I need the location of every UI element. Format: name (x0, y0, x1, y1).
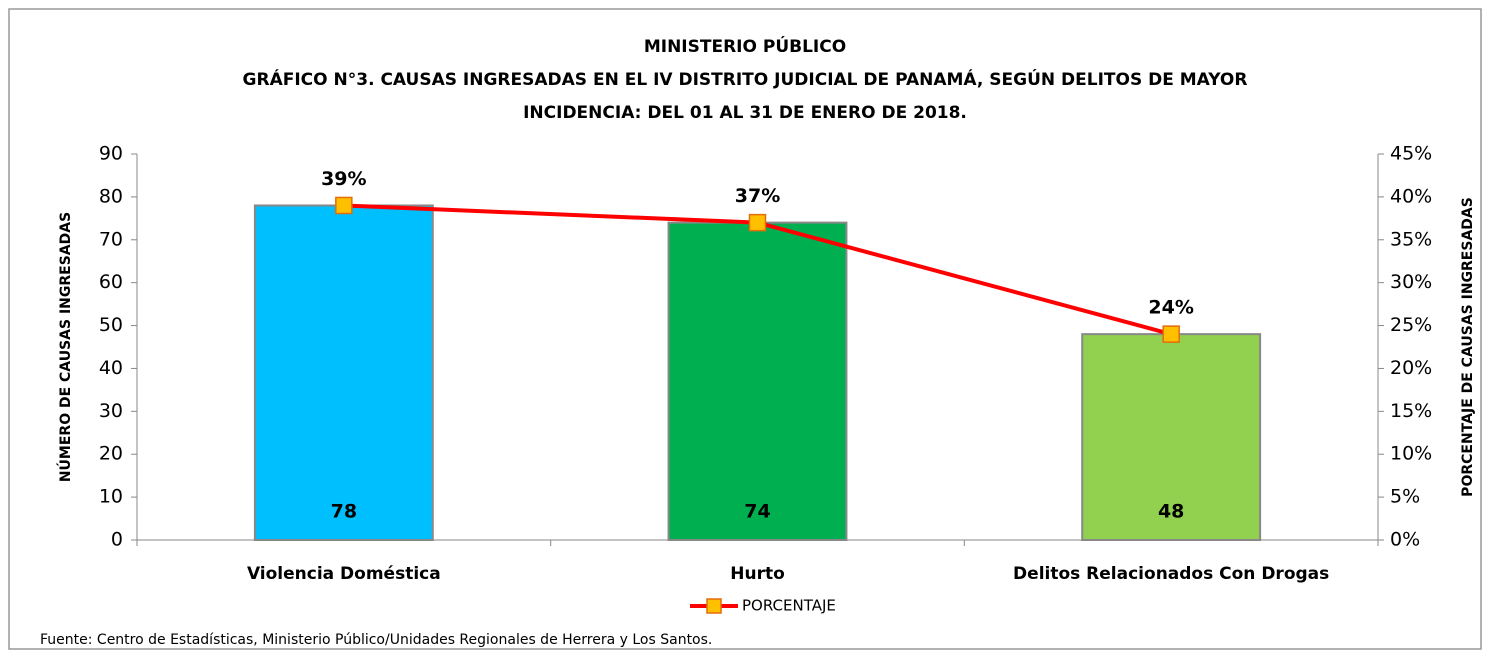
y2-axis-title: PORCENTAJE DE CAUSAS INGRESADAS (1460, 197, 1476, 497)
chart-title: GRÁFICO N°3. CAUSAS INGRESADAS EN EL IV … (243, 68, 1248, 90)
source-note: Fuente: Centro de Estadísticas, Minister… (40, 632, 712, 648)
line-value-label: 24% (1148, 297, 1193, 319)
line-marker (335, 196, 353, 215)
bar (253, 204, 434, 541)
y2-tick-label: 35% (1390, 228, 1432, 250)
x-tick-label: Hurto (730, 564, 785, 584)
line-marker (748, 213, 767, 232)
y-axis-title: NÚMERO DE CAUSAS INGRESADAS (56, 212, 74, 482)
legend-marker (706, 598, 722, 614)
y2-tick-label: 20% (1390, 357, 1432, 379)
y-tick-label: 0 (111, 529, 123, 551)
y-tick-label: 40 (99, 357, 123, 379)
y-tick-label: 70 (99, 228, 123, 250)
y2-tick-label: 40% (1390, 185, 1432, 207)
y2-tick-label: 10% (1390, 443, 1432, 465)
chart-title: INCIDENCIA: DEL 01 AL 31 DE ENERO DE 201… (523, 103, 967, 123)
chart-title: MINISTERIO PÚBLICO (644, 35, 846, 57)
y-tick-label: 30 (99, 400, 123, 422)
bar-value-label: 74 (744, 501, 770, 523)
x-tick-label: Violencia Doméstica (247, 564, 441, 584)
line-value-label: 37% (735, 185, 780, 207)
y-tick-label: 90 (99, 143, 123, 165)
y2-tick-label: 45% (1390, 143, 1432, 165)
y-tick-label: 10 (99, 486, 123, 508)
bar-value-label: 78 (331, 501, 357, 523)
bar-value-label: 48 (1158, 501, 1184, 523)
bar (1081, 333, 1262, 541)
y2-tick-label: 30% (1390, 271, 1432, 293)
y2-tick-label: 5% (1390, 486, 1420, 508)
y2-tick-label: 15% (1390, 400, 1432, 422)
bar (667, 221, 848, 541)
y2-tick-label: 0% (1390, 529, 1420, 551)
legend-label: PORCENTAJE (742, 597, 836, 615)
x-tick-label: Delitos Relacionados Con Drogas (1013, 564, 1329, 584)
line-marker (1162, 325, 1180, 343)
line-value-label: 39% (321, 168, 366, 190)
y-tick-label: 20 (99, 443, 123, 465)
y-tick-label: 50 (99, 314, 123, 336)
y-tick-label: 80 (99, 185, 123, 207)
y2-tick-label: 25% (1390, 314, 1432, 336)
y-tick-label: 60 (99, 271, 123, 293)
